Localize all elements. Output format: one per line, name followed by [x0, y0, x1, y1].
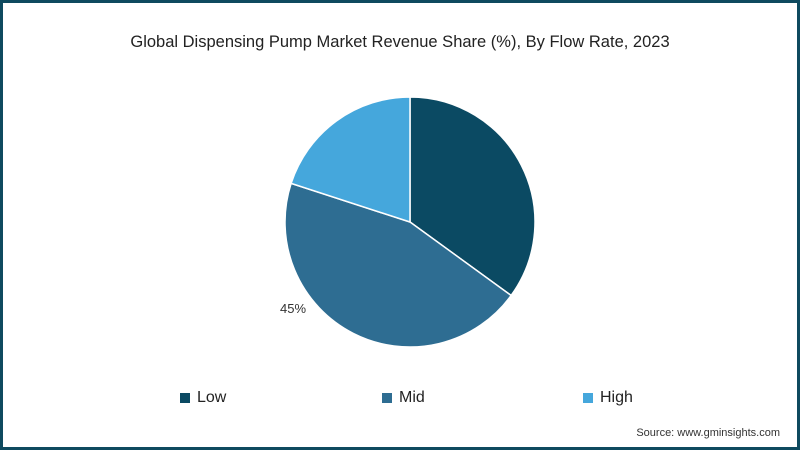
- pie-slice-high: [290, 96, 411, 224]
- legend: Low Mid High: [0, 389, 800, 411]
- pie-slices: [284, 96, 536, 348]
- legend-item-mid: Mid: [382, 389, 425, 407]
- legend-swatch-low: [180, 393, 190, 403]
- legend-label-high: High: [600, 389, 633, 406]
- pie-slice-low: [409, 96, 536, 297]
- legend-label-mid: Mid: [399, 389, 425, 406]
- chart-title: Global Dispensing Pump Market Revenue Sh…: [130, 33, 670, 51]
- legend-item-high: High: [583, 389, 633, 407]
- legend-item-low: Low: [180, 389, 226, 407]
- legend-swatch-mid: [382, 393, 392, 403]
- legend-swatch-high: [583, 393, 593, 403]
- mid-slice-label: 45%: [280, 301, 306, 316]
- source-note: Source: www.gminsights.com: [636, 427, 780, 439]
- pie-slice-mid: [284, 182, 513, 348]
- legend-label-low: Low: [197, 389, 227, 406]
